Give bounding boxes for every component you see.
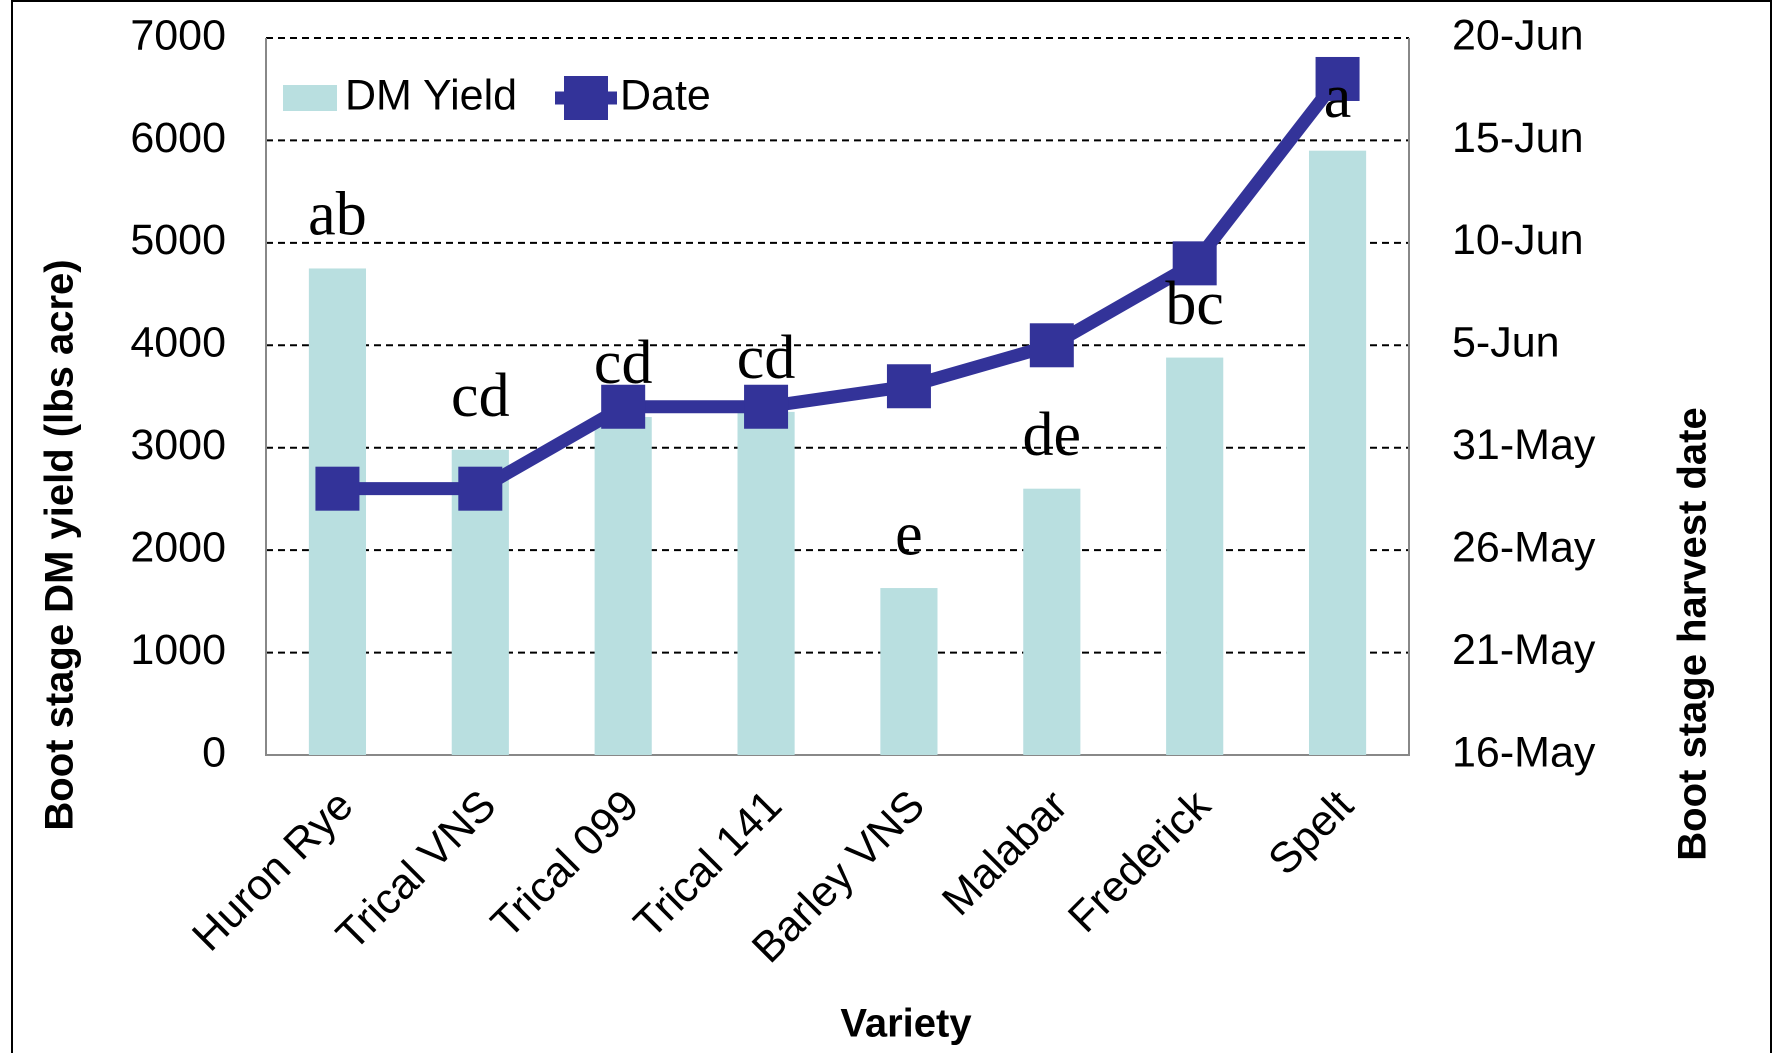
legend-swatch [283,85,337,111]
legend-marker [564,76,608,120]
marker [315,466,360,511]
y2-tick-label: 10-Jun [1452,216,1583,264]
marker [744,384,789,429]
marker [601,384,646,429]
y-tick-label: 5000 [130,216,226,264]
significance-letter: e [895,500,923,568]
bar [880,588,938,755]
legend-label: Date [620,71,711,119]
y-tick-label: 4000 [130,319,226,367]
y2-tick-label: 26-May [1452,524,1596,572]
bar [594,416,652,755]
y-tick-label: 2000 [130,524,226,572]
y-tick-label: 1000 [130,626,226,674]
significance-letter: cd [594,329,653,397]
legend-label: DM Yield [345,71,517,119]
y-tick-label: 7000 [130,11,226,59]
significance-letter: de [1023,401,1082,469]
plot-border [265,38,1410,756]
y-tick-label: 6000 [130,114,226,162]
marker [1172,241,1217,286]
bar [1308,150,1367,755]
y2-tick-label: 21-May [1452,626,1596,674]
y2-tick-label: 31-May [1452,421,1596,469]
x-axis-title: Variety [840,1002,972,1046]
marker [886,364,931,409]
y-axis-title: Boot stage DM yield (lbs acre) [38,259,82,830]
bar [308,268,367,755]
marker [1029,323,1074,368]
bar [1023,488,1081,755]
y-tick-label: 3000 [130,421,226,469]
bar [1166,357,1224,755]
marker [458,466,503,511]
bar [737,411,795,755]
frame [11,0,1772,1053]
significance-letter: cd [451,362,510,430]
line [337,74,1343,496]
significance-letter: a [1324,63,1352,131]
y-tick-label: 0 [202,728,226,776]
significance-letter: cd [737,324,796,392]
y2-tick-label: 5-Jun [1452,319,1560,367]
significance-letter: ab [308,181,367,249]
significance-letter: bc [1165,270,1224,338]
y2-tick-label: 20-Jun [1452,11,1583,59]
y2-axis-title: Boot stage harvest date [1671,407,1715,860]
y2-tick-label: 15-Jun [1452,114,1583,162]
y2-tick-label: 16-May [1452,728,1596,776]
marker [1315,56,1360,101]
